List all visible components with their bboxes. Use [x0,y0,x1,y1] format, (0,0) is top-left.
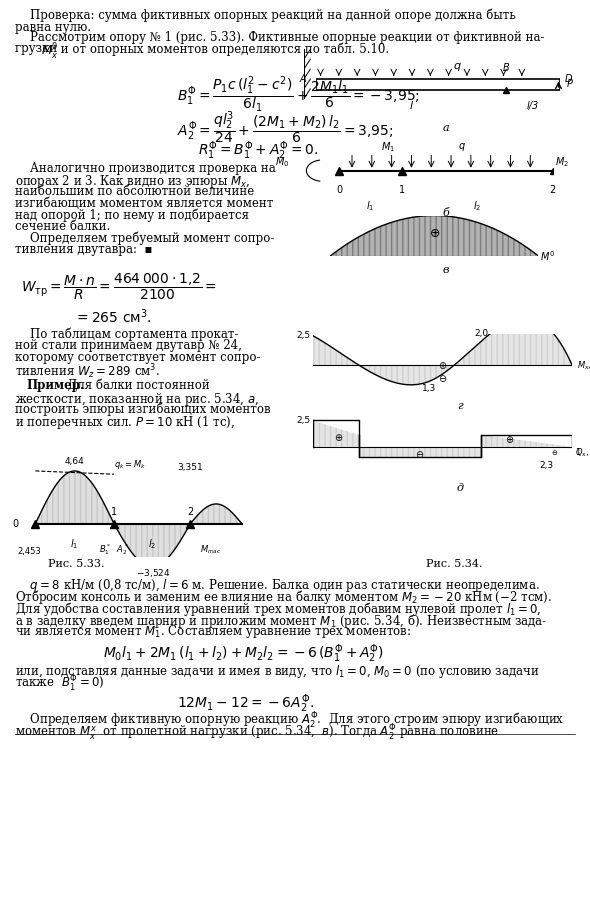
Text: Для удобства составления уравнений трех моментов добавим нулевой пролет $l_1 = 0: Для удобства составления уравнений трех … [15,600,541,618]
Text: моментов $M_x^x$  от пролетной нагрузки (рис. 5.34,  $в$). Тогда $A_2^\Phi$ равн: моментов $M_x^x$ от пролетной нагрузки (… [15,723,499,743]
Text: 3,351: 3,351 [178,463,203,472]
Text: и поперечных сил. $P = 10$ кН (1 тс),: и поперечных сил. $P = 10$ кН (1 тс), [15,414,235,431]
Text: Для балки постоянной: Для балки постоянной [64,379,209,392]
Text: 4,64: 4,64 [65,457,84,466]
Text: $M_0$: $M_0$ [275,154,290,169]
Text: $Q_x$, тс: $Q_x$, тс [575,447,590,459]
Text: Рис. 5.34.: Рис. 5.34. [426,559,483,568]
Text: $\oplus$: $\oplus$ [506,434,514,445]
Text: $q_k = M_k$: $q_k = M_k$ [114,458,146,471]
Text: $M_x^0$: $M_x^0$ [41,42,59,62]
Text: $\ominus$: $\ominus$ [550,447,558,456]
Text: $\oplus$: $\oplus$ [438,360,447,371]
Text: $l_2$: $l_2$ [473,199,481,213]
Text: Определяем требуемый момент сопро-: Определяем требуемый момент сопро- [15,232,274,245]
Text: $W_{\rm тр} = \dfrac{M \cdot n}{R} = \dfrac{464\,000 \cdot 1{,}2}{2100} =$: $W_{\rm тр} = \dfrac{M \cdot n}{R} = \df… [21,272,217,303]
Text: над опорой 1; по нему и подбирается: над опорой 1; по нему и подбирается [15,208,249,222]
Text: $\oplus$: $\oplus$ [429,227,440,240]
Text: 2,5: 2,5 [296,416,310,425]
Text: или, подставляя данные задачи и имея в виду, что $l_1 = 0$, $M_0 = 0$ (по услови: или, подставляя данные задачи и имея в в… [15,663,539,680]
Text: в: в [442,265,449,275]
Text: $l_1$: $l_1$ [366,199,375,213]
Text: грузки: грузки [15,42,61,55]
Text: жесткости, показанной на рис. 5.34, $a$,: жесткости, показанной на рис. 5.34, $a$, [15,391,259,408]
Text: Рассмотрим опору № 1 (рис. 5.33). Фиктивные опорные реакции от фиктивной на-: Рассмотрим опору № 1 (рис. 5.33). Фиктив… [15,31,544,43]
Text: которому соответствует момент сопро-: которому соответствует момент сопро- [15,351,260,364]
Text: 1: 1 [111,507,117,517]
Text: B: B [503,63,509,73]
Text: построить эпюры изгибающих моментов: построить эпюры изгибающих моментов [15,402,270,416]
Text: $M_1$: $M_1$ [382,141,395,154]
Text: $A_2^\Phi = \dfrac{q l_2^3}{24} + \dfrac{(2M_1 + M_2)\,l_2}{6} = 3{,}95;$: $A_2^\Phi = \dfrac{q l_2^3}{24} + \dfrac… [177,110,394,146]
Text: а: а [442,123,449,133]
Text: $M_0 l_1 + 2M_1\,(l_1 + l_2) + M_2 l_2 = -6\,(B_1^\Phi + A_2^\Phi)$: $M_0 l_1 + 2M_1\,(l_1 + l_2) + M_2 l_2 =… [103,642,385,665]
Text: Определяем фиктивную опорную реакцию $A_2^\Phi$.  Для этого строим эпюру изгибаю: Определяем фиктивную опорную реакцию $A_… [15,711,564,731]
Text: 2,453: 2,453 [17,547,41,556]
Text: чи является момент $M_1$. Составляем уравнение трех моментов:: чи является момент $M_1$. Составляем ура… [15,623,411,640]
Text: 0: 0 [336,185,342,195]
Text: г: г [457,401,463,411]
Text: $B_1^\Phi = \dfrac{P_1 c\,(l_1^2 - c^2)}{6l_1} + \dfrac{2M_1 l_1}{6} = -3{,}95;$: $B_1^\Phi = \dfrac{P_1 c\,(l_1^2 - c^2)}… [177,75,420,115]
Text: 0: 0 [13,519,19,529]
Text: $\ominus$: $\ominus$ [438,373,447,383]
Text: $R_1^\Phi = B_1^\Phi + A_2^\Phi = 0.$: $R_1^\Phi = B_1^\Phi + A_2^\Phi = 0.$ [198,139,318,162]
Text: сечение балки.: сечение балки. [15,220,110,233]
Text: $12M_1 - 12 = -6A_2^\Phi.$: $12M_1 - 12 = -6A_2^\Phi.$ [177,692,314,715]
Text: 2,0: 2,0 [474,329,489,338]
Text: l/3: l/3 [527,101,539,111]
Text: $\ominus$: $\ominus$ [415,449,424,460]
Text: изгибающим моментом является момент: изгибающим моментом является момент [15,197,273,209]
Text: равна нулю.: равна нулю. [15,21,91,33]
Text: 2,3: 2,3 [539,462,553,471]
Text: $\oplus$: $\oplus$ [334,433,343,444]
Text: 1: 1 [398,185,405,195]
Text: тивления двутавра:  ▪: тивления двутавра: ▪ [15,243,152,256]
Text: 1,3: 1,3 [422,384,437,393]
Text: ной стали принимаем двутавр № 24,: ной стали принимаем двутавр № 24, [15,339,242,352]
Text: и от опорных моментов определяются по табл. 5.10.: и от опорных моментов определяются по та… [57,42,389,56]
Text: 2: 2 [550,185,556,195]
Text: $M_x$, тсМ: $M_x$, тсМ [578,359,590,372]
Text: $= 265\ \text{см}^3.$: $= 265\ \text{см}^3.$ [74,307,152,326]
Text: тивления $W_z = 289$ см$^3$.: тивления $W_z = 289$ см$^3$. [15,363,160,382]
Text: Отбросим консоль и заменим ее влияние на балку моментом $M_2 = -20$ кНм ($-$2 тс: Отбросим консоль и заменим ее влияние на… [15,588,552,606]
Text: $M_{mac}$: $M_{mac}$ [200,543,222,556]
Text: P: P [567,78,573,89]
Text: б: б [442,208,449,218]
Text: $q = 8$ кН/м (0,8 тс/м), $l = 6$ м. Решение. Балка один раз статически неопредел: $q = 8$ кН/м (0,8 тс/м), $l = 6$ м. Реше… [15,577,539,594]
Text: $l_2$: $l_2$ [148,537,156,550]
Text: наибольшим по абсолютной величине: наибольшим по абсолютной величине [15,185,254,198]
Text: Аналогично производится проверка на: Аналогично производится проверка на [15,162,276,174]
Text: также  $B_1^\Phi = 0$): также $B_1^\Phi = 0$) [15,674,104,694]
Text: q: q [454,61,461,71]
Text: 1: 1 [575,447,580,456]
Text: $-3{,}524$: $-3{,}524$ [136,567,171,578]
Text: A: A [299,74,306,84]
Text: l: l [409,101,412,111]
Text: Пример.: Пример. [27,379,85,392]
Text: Проверка: сумма фиктивных опорных реакций на данной опоре должна быть: Проверка: сумма фиктивных опорных реакци… [15,9,516,22]
Text: D: D [565,74,572,84]
Text: q: q [458,141,464,151]
Text: $B_1^*$: $B_1^*$ [100,542,112,557]
Text: д: д [457,483,464,493]
Bar [316,78,560,90]
Text: 2,5: 2,5 [296,331,310,340]
Text: $M_2$: $M_2$ [555,154,569,169]
Text: $A_2^*$: $A_2^*$ [116,542,129,557]
Text: 2: 2 [187,507,194,517]
Text: а в заделку введем шарнир и приложим момент $M_1$ (рис. 5.34, б). Неизвестным за: а в заделку введем шарнир и приложим мом… [15,612,547,629]
Text: $l_1$: $l_1$ [70,537,79,550]
Text: опорах 2 и 3. Как видно из эпюры $M_x$,: опорах 2 и 3. Как видно из эпюры $M_x$, [15,173,250,190]
Text: $M^0$: $M^0$ [540,249,556,263]
Text: По таблицам сортамента прокат-: По таблицам сортамента прокат- [15,328,238,341]
Text: Рис. 5.33.: Рис. 5.33. [48,559,105,568]
